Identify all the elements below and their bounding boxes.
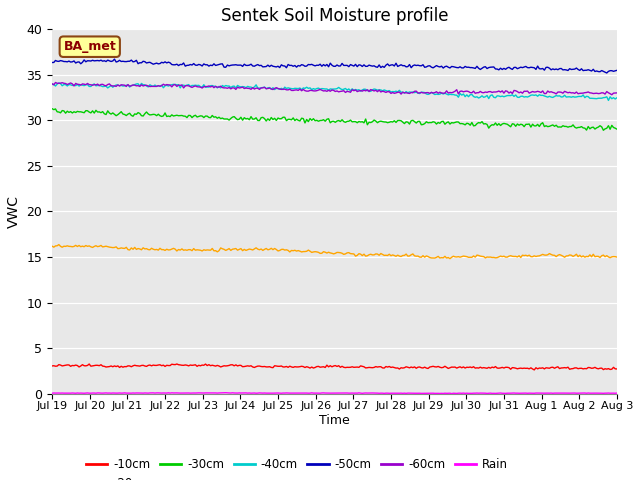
Title: Sentek Soil Moisture profile: Sentek Soil Moisture profile (221, 7, 448, 25)
Legend: -10cm, -20cm, -30cm, -40cm, -50cm, -60cm, Rain: -10cm, -20cm, -30cm, -40cm, -50cm, -60cm… (86, 458, 508, 480)
X-axis label: Time: Time (319, 414, 350, 427)
Text: BA_met: BA_met (63, 40, 116, 53)
Y-axis label: VWC: VWC (7, 195, 21, 228)
